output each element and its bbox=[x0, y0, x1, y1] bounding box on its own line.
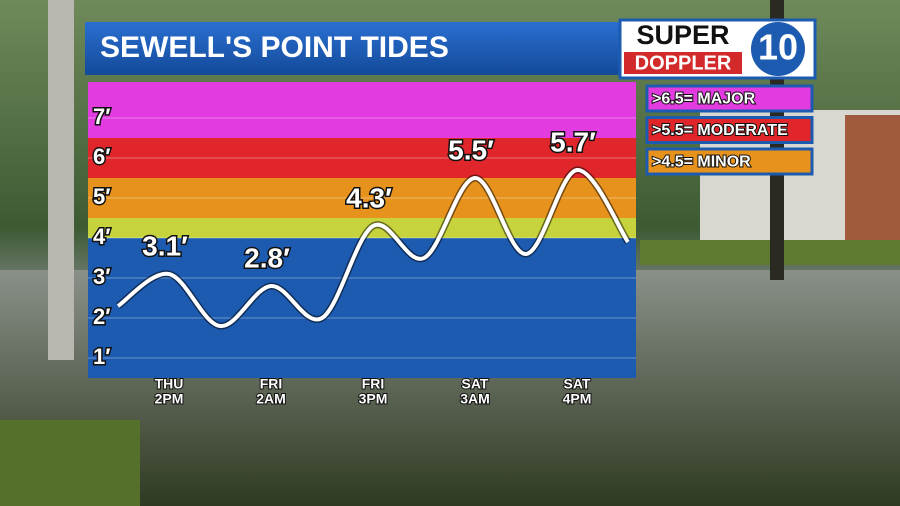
y-tick-label: 2′ bbox=[93, 304, 111, 329]
threshold-band bbox=[88, 218, 636, 238]
x-tick-label: 3PM bbox=[359, 391, 388, 407]
value-label: 5.7′ bbox=[550, 126, 596, 157]
threshold-band bbox=[88, 138, 636, 178]
logo-top: SUPER bbox=[636, 20, 729, 50]
y-tick-label: 1′ bbox=[93, 344, 111, 369]
legend-label: >4.5= MINOR bbox=[652, 154, 751, 171]
logo-number: 10 bbox=[758, 27, 798, 68]
x-tick-label: 2PM bbox=[155, 391, 184, 407]
legend-swatch bbox=[645, 84, 814, 113]
tide-line bbox=[116, 168, 630, 328]
x-tick-label: FRI bbox=[260, 376, 283, 392]
x-tick-label: THU bbox=[155, 376, 184, 392]
x-tick-label: 3AM bbox=[460, 391, 490, 407]
logo: SUPER DOPPLER 10 bbox=[618, 18, 817, 80]
legend-swatch bbox=[645, 116, 814, 144]
x-tick-label: 2AM bbox=[256, 391, 286, 407]
x-tick-label: SAT bbox=[564, 376, 591, 392]
value-label: 3.1′ bbox=[142, 230, 188, 261]
value-label: 4.3′ bbox=[346, 182, 392, 213]
threshold-band bbox=[88, 178, 636, 218]
legend-label: >5.5= MODERATE bbox=[652, 122, 788, 139]
y-tick-label: 5′ bbox=[93, 184, 111, 209]
x-tick-label: FRI bbox=[362, 376, 385, 392]
title-bar bbox=[85, 22, 620, 75]
y-tick-label: 4′ bbox=[93, 224, 111, 249]
y-tick-label: 3′ bbox=[93, 264, 111, 289]
y-tick-label: 6′ bbox=[93, 144, 111, 169]
value-label: 2.8′ bbox=[244, 242, 290, 273]
y-tick-label: 7′ bbox=[93, 104, 111, 129]
x-tick-label: 4PM bbox=[563, 391, 592, 407]
legend-swatch bbox=[645, 147, 814, 176]
logo-bottom: DOPPLER bbox=[635, 52, 732, 74]
value-label: 5.5′ bbox=[448, 134, 494, 165]
legend-label: >6.5= MAJOR bbox=[652, 91, 756, 108]
threshold-band bbox=[88, 82, 636, 138]
x-tick-label: SAT bbox=[462, 376, 489, 392]
chart-title: SEWELL'S POINT TIDES bbox=[100, 31, 449, 64]
